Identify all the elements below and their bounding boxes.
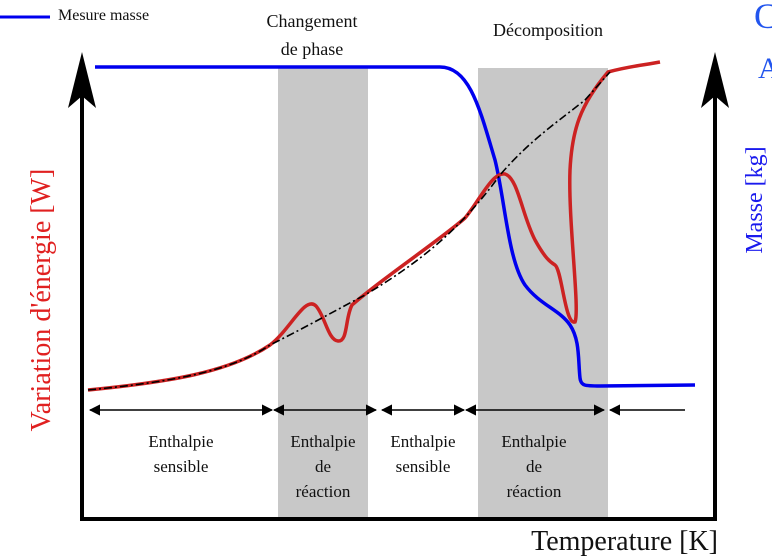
x-label: Temperature [K] (531, 526, 718, 557)
region-label: réaction (507, 482, 562, 501)
energy-curve (87, 60, 661, 392)
region-labels: Enthalpie sensible Enthalpie de réaction Enth… (148, 432, 566, 501)
top-label: de phase (281, 39, 343, 59)
decomposition-band (478, 68, 608, 520)
right-arrow (701, 52, 729, 108)
cut-off-text: A (758, 52, 772, 85)
region-label: réaction (296, 482, 351, 501)
y-left-label: Variation d'énergie [W] (26, 169, 57, 432)
top-label: Décomposition (493, 20, 603, 40)
legend-label: Mesure masse (58, 7, 149, 24)
top-label: Changement (267, 11, 358, 31)
phase-band (278, 68, 368, 520)
region-label: Enthalpie (390, 432, 455, 451)
y-right-unit: [kg] (742, 146, 768, 186)
region-label: de (526, 457, 542, 476)
region-label: sensible (154, 457, 209, 476)
region-label: Enthalpie (148, 432, 213, 451)
cut-off-text: C (754, 0, 772, 36)
mass-curve (95, 65, 696, 388)
y-right-name: Masse (742, 192, 768, 253)
y-right-label: Masse [kg] (742, 146, 768, 253)
left-arrow (68, 52, 96, 108)
y-left-unit: [W] (26, 169, 57, 214)
region-label: de (315, 457, 331, 476)
region-label: sensible (396, 457, 451, 476)
baseline-curve (87, 71, 611, 391)
region-label: Enthalpie (501, 432, 566, 451)
region-label: Enthalpie (290, 432, 355, 451)
y-left-name: Variation d'énergie (26, 221, 57, 432)
